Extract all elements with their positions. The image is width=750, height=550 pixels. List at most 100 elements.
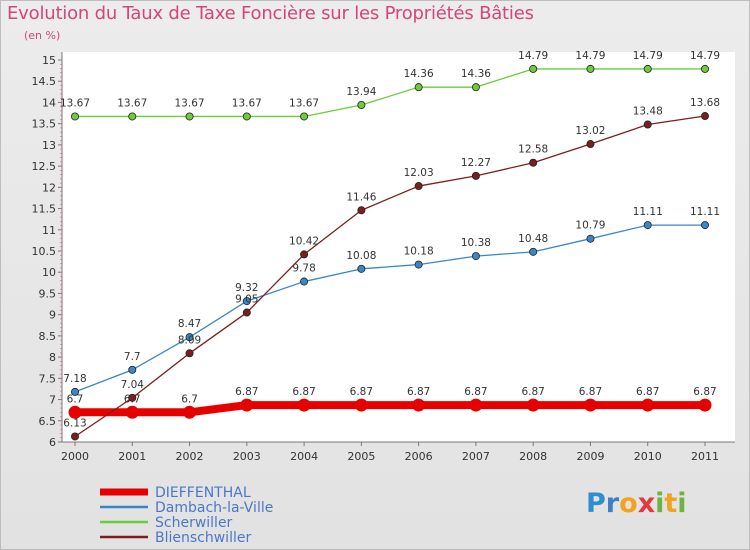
y-tick-label: 14 — [42, 96, 56, 109]
data-label: 6.87 — [350, 386, 373, 398]
chart-unit-label: (en %) — [24, 29, 61, 42]
data-label: 6.87 — [693, 386, 716, 398]
data-point — [701, 64, 710, 73]
data-point — [185, 112, 194, 121]
logo-letter: t — [664, 488, 678, 519]
series-dambach-la-ville: 7.18 7.7 8.47 9.32 9.78 10.08 10.18 10.38 10.48 1… — [63, 206, 720, 396]
y-tick-label: 9 — [49, 309, 56, 322]
data-point — [71, 112, 80, 121]
chart-title: Evolution du Taux de Taxe Foncière sur l… — [7, 3, 534, 24]
series-line — [71, 401, 709, 417]
data-label: 14.79 — [633, 50, 663, 62]
data-point — [701, 221, 710, 230]
data-label: 14.79 — [518, 50, 548, 62]
data-point — [469, 398, 483, 412]
data-label: 12.27 — [461, 157, 491, 169]
data-label: 13.67 — [232, 97, 262, 109]
data-point — [586, 234, 595, 243]
series-dieffenthal: 6.76.76.76.876.876.876.876.876.876.876.8… — [67, 386, 717, 419]
data-point — [71, 432, 80, 441]
data-point — [297, 398, 311, 412]
data-point — [185, 349, 194, 358]
series-line — [74, 115, 706, 438]
x-tick-label: 2010 — [634, 450, 662, 463]
data-label: 13.48 — [633, 106, 663, 118]
data-point — [529, 247, 538, 256]
y-tick-label: 6.5 — [39, 415, 57, 428]
data-label: 6.87 — [292, 386, 315, 398]
data-label: 14.79 — [690, 50, 720, 62]
y-tick-label: 13.5 — [32, 118, 57, 131]
x-tick-label: 2000 — [61, 450, 89, 463]
y-tick-label: 6 — [49, 436, 56, 449]
x-tick-label: 2001 — [118, 450, 146, 463]
data-label: 6.87 — [464, 386, 487, 398]
data-point — [68, 405, 82, 419]
x-tick-label: 2004 — [290, 450, 318, 463]
data-label: 13.02 — [575, 125, 605, 137]
data-point — [471, 252, 480, 261]
data-label: 6.13 — [63, 417, 86, 429]
data-label: 6.87 — [407, 386, 430, 398]
x-tick-label: 2006 — [405, 450, 433, 463]
x-tick-label: 2009 — [576, 450, 604, 463]
data-label: 10.38 — [461, 237, 491, 249]
data-point — [300, 277, 309, 286]
data-point — [128, 393, 137, 402]
x-tick-label: 2005 — [347, 450, 375, 463]
y-tick-label: 12 — [42, 181, 56, 194]
series-scherwiller: 13.67 13.67 13.67 13.67 13.67 13.94 14.36 14.36… — [60, 50, 720, 121]
series-line — [74, 68, 706, 118]
legend-label: Blienschwiller — [155, 530, 251, 546]
data-point — [471, 171, 480, 180]
data-point — [357, 264, 366, 273]
data-point — [586, 140, 595, 149]
series-blienschwiller: 6.13 7.04 8.09 9.05 10.42 11.46 12.03 12.27 12.5… — [63, 97, 720, 441]
data-label: 6.87 — [579, 386, 602, 398]
data-point — [125, 405, 139, 419]
data-label: 6.7 — [67, 393, 84, 405]
data-label: 13.94 — [346, 86, 376, 98]
y-tick-label: 14.5 — [32, 75, 57, 88]
data-point — [354, 398, 368, 412]
data-label: 14.79 — [575, 50, 605, 62]
data-label: 14.36 — [461, 68, 491, 80]
data-label: 6.87 — [235, 386, 258, 398]
y-tick-label: 7 — [49, 394, 56, 407]
y-tick-label: 8 — [49, 351, 56, 364]
data-label: 11.46 — [346, 191, 376, 203]
data-label: 12.58 — [518, 144, 548, 156]
data-label: 13.67 — [117, 97, 147, 109]
data-label: 6.87 — [636, 386, 659, 398]
legend-label: Scherwiller — [155, 515, 233, 531]
data-point — [128, 365, 137, 374]
data-label: 10.48 — [518, 233, 548, 245]
y-tick-label: 10.5 — [32, 245, 57, 258]
data-point — [300, 112, 309, 121]
data-point — [414, 83, 423, 92]
data-label: 10.79 — [575, 220, 605, 232]
data-point — [357, 100, 366, 109]
data-point — [242, 112, 251, 121]
data-point — [643, 120, 652, 129]
data-point — [526, 398, 540, 412]
x-tick-label: 2003 — [233, 450, 261, 463]
y-tick-label: 10 — [42, 266, 56, 279]
y-tick-label: 9.5 — [39, 287, 57, 300]
data-point — [414, 182, 423, 191]
data-label: 9.32 — [235, 282, 258, 294]
legend-label: Dambach-la-Ville — [155, 500, 273, 516]
data-point — [357, 206, 366, 215]
data-label: 7.04 — [121, 379, 145, 391]
data-point — [300, 250, 309, 259]
x-tick-label: 2007 — [462, 450, 490, 463]
chart-plot-area: 6.76.76.76.876.876.876.876.876.876.876.8… — [60, 50, 720, 441]
legend-label: DIEFFENTHAL — [155, 485, 251, 501]
data-point — [242, 308, 251, 317]
data-point — [529, 64, 538, 73]
data-point — [183, 405, 197, 419]
data-label: 7.18 — [63, 373, 86, 385]
data-label: 11.11 — [633, 206, 663, 218]
data-label: 10.08 — [346, 250, 376, 262]
